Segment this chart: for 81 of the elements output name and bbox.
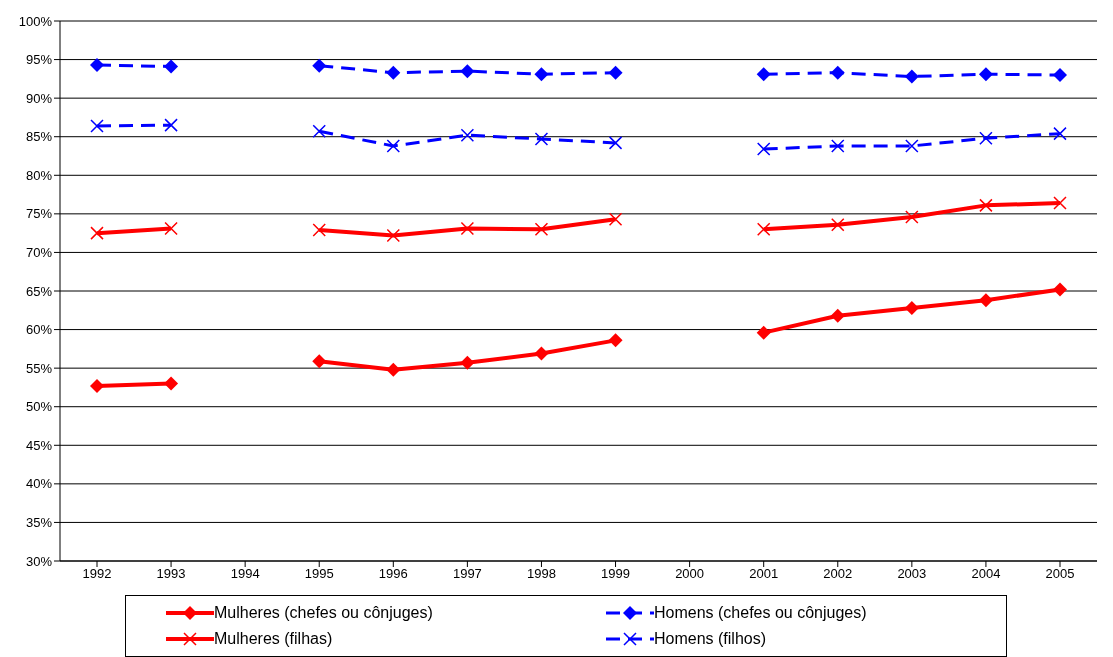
- point: [386, 65, 401, 80]
- point: [312, 58, 327, 73]
- point: [979, 198, 993, 213]
- y-tick-label: 60%: [25, 322, 53, 338]
- point: [460, 355, 475, 370]
- point: [978, 67, 993, 82]
- x-tick-label: 1994: [230, 566, 260, 582]
- point: [830, 65, 845, 80]
- point: [90, 378, 104, 393]
- legend-label: Mulheres (filhas): [214, 630, 333, 648]
- point: [164, 221, 178, 236]
- point: [831, 217, 845, 232]
- x-tick-label: 2002: [823, 566, 853, 582]
- point: [904, 69, 919, 84]
- point: [90, 226, 104, 240]
- y-tick-label: 80%: [25, 167, 53, 183]
- y-tick-label: 70%: [25, 245, 53, 261]
- point: [164, 376, 179, 391]
- y-tick-label: 85%: [25, 129, 53, 145]
- point: [979, 131, 993, 146]
- point: [608, 212, 623, 227]
- point: [1053, 68, 1067, 82]
- point: [386, 139, 401, 153]
- point: [1053, 282, 1067, 297]
- legend-label: Homens (filhos): [654, 630, 767, 648]
- point: [608, 65, 623, 80]
- point: [905, 210, 919, 224]
- point: [90, 57, 104, 72]
- x-tick-label: 1997: [452, 566, 482, 582]
- point: [534, 346, 549, 361]
- y-tick-label: 75%: [25, 206, 53, 222]
- y-tick-label: 40%: [25, 476, 53, 492]
- point: [534, 222, 549, 237]
- point: [312, 223, 326, 237]
- x-tick-label: 1999: [601, 566, 630, 582]
- point: [830, 308, 845, 323]
- point: [460, 128, 475, 142]
- point: [905, 139, 919, 153]
- y-tick-label: 90%: [25, 90, 53, 106]
- point: [460, 221, 475, 236]
- point: [460, 64, 475, 79]
- point: [756, 222, 771, 237]
- y-tick-label: 45%: [25, 437, 53, 453]
- x-tick-label: 1998: [527, 566, 556, 582]
- point: [904, 300, 919, 315]
- x-tick-label: 1993: [156, 566, 186, 582]
- y-tick-label: 55%: [25, 360, 53, 376]
- point: [534, 132, 549, 146]
- point: [756, 67, 771, 82]
- point: [831, 139, 845, 153]
- point: [312, 124, 326, 139]
- y-tick-label: 65%: [25, 283, 53, 299]
- y-tick-label: 100%: [18, 13, 53, 29]
- legend-label: Mulheres (chefes ou cônjuges): [214, 604, 433, 622]
- point: [386, 228, 401, 243]
- point: [1053, 126, 1067, 141]
- point: [164, 59, 179, 74]
- x-tick-label: 1996: [378, 566, 408, 582]
- y-tick-label: 35%: [25, 515, 53, 531]
- x-tick-label: 2005: [1045, 566, 1075, 582]
- point: [386, 362, 401, 377]
- point: [608, 333, 623, 348]
- point: [756, 142, 771, 156]
- point: [164, 118, 178, 132]
- x-tick-label: 2003: [897, 566, 927, 582]
- point: [312, 354, 327, 369]
- y-tick-label: 95%: [25, 52, 53, 68]
- y-tick-label: 30%: [25, 553, 53, 569]
- y-tick-label: 50%: [25, 399, 53, 415]
- x-tick-label: 1992: [82, 566, 112, 582]
- legend-label: Homens (chefes ou cônjuges): [654, 604, 867, 622]
- x-tick-label: 2000: [675, 566, 705, 582]
- x-tick-label: 2004: [971, 566, 1001, 582]
- point: [608, 136, 623, 150]
- point: [1053, 196, 1067, 210]
- point: [534, 67, 549, 82]
- x-tick-label: 2001: [749, 566, 779, 582]
- x-tick-label: 1995: [304, 566, 334, 582]
- point: [978, 293, 993, 308]
- point: [90, 119, 104, 133]
- point: [756, 325, 771, 340]
